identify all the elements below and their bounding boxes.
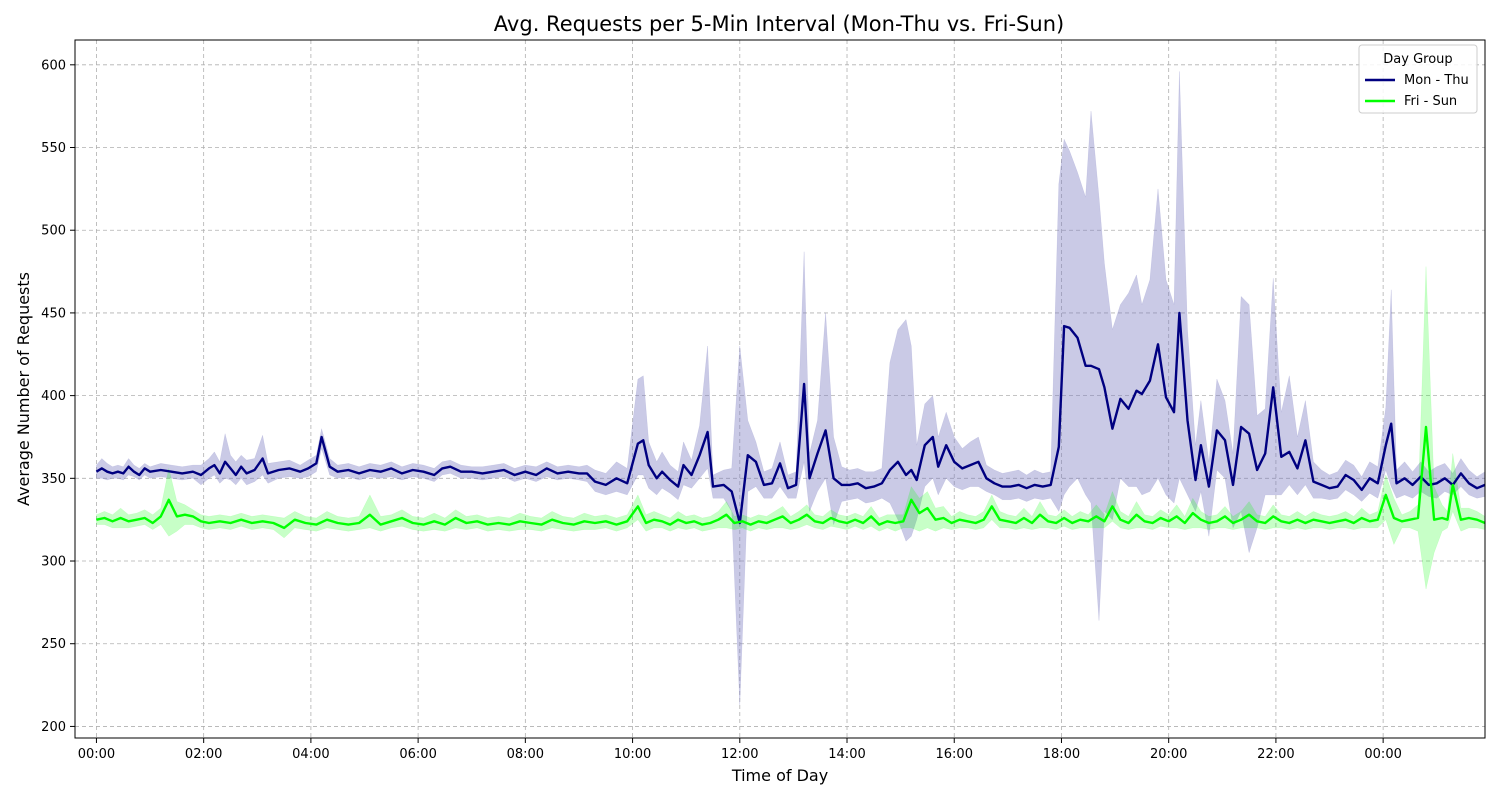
legend-frame	[1358, 44, 1478, 114]
x-tick-label: 14:00	[828, 747, 865, 762]
x-tick-label: 04:00	[292, 747, 329, 762]
y-tick-label: 300	[41, 555, 66, 570]
y-tick-label: 400	[41, 389, 66, 404]
line-mon-thu	[95, 311, 1486, 525]
x-tick-label: 00:00	[78, 747, 115, 762]
line-fri-sun	[96, 425, 1486, 530]
y-axis-label: Average Number of Requests	[14, 272, 33, 506]
grid-lines	[75, 40, 1485, 738]
legend-title: Day Group	[1383, 52, 1452, 67]
y-axis-ticks: 200 250 300 350 400 450 500 550 600	[41, 58, 75, 735]
x-axis-ticks: 00:00 02:00 04:00 06:00 08:00 10:00 12:00 14:00…	[78, 738, 1402, 762]
x-axis-label: Time of Day	[731, 766, 828, 785]
y-tick-label: 250	[41, 637, 66, 652]
x-tick-label: 08:00	[507, 747, 544, 762]
legend-label-fri-sun: Fri - Sun	[1404, 94, 1457, 109]
y-tick-label: 450	[41, 306, 66, 321]
x-tick-label: 00:00	[1364, 747, 1401, 762]
y-tick-label: 550	[41, 141, 66, 156]
plot-area-frame	[74, 39, 1486, 739]
x-tick-label: 18:00	[1043, 747, 1080, 762]
x-tick-label: 12:00	[721, 747, 758, 762]
y-tick-label: 200	[41, 720, 66, 735]
legend-label-mon-thu: Mon - Thu	[1404, 73, 1469, 88]
y-tick-label: 500	[41, 224, 66, 239]
y-tick-label: 600	[41, 58, 66, 73]
legend: Day Group Mon - Thu Fri - Sun	[1358, 44, 1478, 114]
series-lines	[95, 311, 1486, 530]
x-tick-label: 20:00	[1150, 747, 1187, 762]
y-tick-label: 350	[41, 472, 66, 487]
x-tick-label: 22:00	[1257, 747, 1294, 762]
chart-title: Avg. Requests per 5-Min Interval (Mon-Th…	[494, 12, 1064, 36]
x-tick-label: 06:00	[399, 747, 436, 762]
x-tick-label: 16:00	[936, 747, 973, 762]
x-tick-label: 02:00	[185, 747, 222, 762]
x-tick-label: 10:00	[614, 747, 651, 762]
